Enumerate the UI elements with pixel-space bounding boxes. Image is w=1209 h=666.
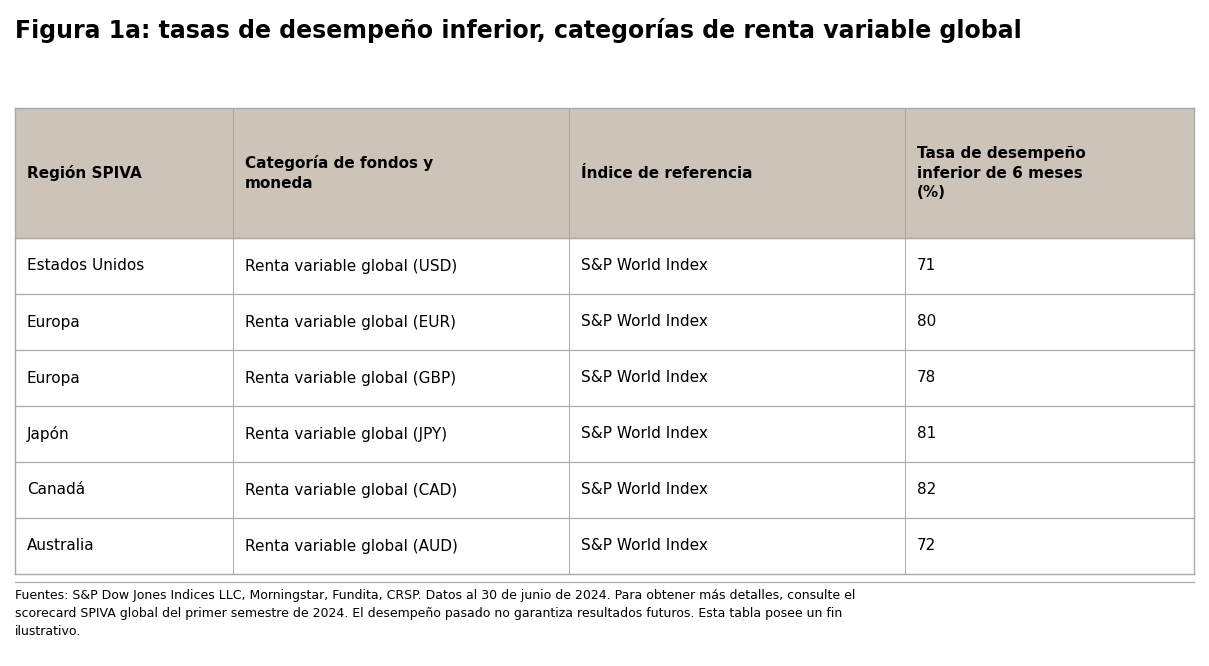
Text: Renta variable global (CAD): Renta variable global (CAD) [245,482,457,498]
Text: Japón: Japón [27,426,70,442]
Bar [15,108,1194,238]
Text: S&P World Index: S&P World Index [582,482,708,498]
Text: S&P World Index: S&P World Index [582,426,708,442]
Text: 80: 80 [918,314,937,330]
Text: 82: 82 [918,482,937,498]
Text: 81: 81 [918,426,937,442]
Text: Fuentes: S&P Dow Jones Indices LLC, Morningstar, Fundita, CRSP. Datos al 30 de j: Fuentes: S&P Dow Jones Indices LLC, Morn… [15,589,856,602]
Text: 78: 78 [918,370,937,386]
Text: Categoría de fondos y
moneda: Categoría de fondos y moneda [245,155,433,190]
Text: S&P World Index: S&P World Index [582,539,708,553]
Text: Figura 1a: tasas de desempeño inferior, categorías de renta variable global: Figura 1a: tasas de desempeño inferior, … [15,18,1022,43]
Text: Renta variable global (GBP): Renta variable global (GBP) [245,370,456,386]
Text: Renta variable global (AUD): Renta variable global (AUD) [245,539,458,553]
Text: 72: 72 [918,539,937,553]
Text: Tasa de desempeño
inferior de 6 meses
(%): Tasa de desempeño inferior de 6 meses (%… [918,147,1086,200]
Text: 71: 71 [918,258,937,274]
Text: Estados Unidos: Estados Unidos [27,258,144,274]
Text: Europa: Europa [27,370,81,386]
Text: Índice de referencia: Índice de referencia [582,165,753,180]
Text: S&P World Index: S&P World Index [582,258,708,274]
Text: Australia: Australia [27,539,94,553]
Text: Región SPIVA: Región SPIVA [27,165,141,181]
Text: scorecard SPIVA global del primer semestre de 2024. El desempeño pasado no garan: scorecard SPIVA global del primer semest… [15,607,843,620]
Text: S&P World Index: S&P World Index [582,314,708,330]
Text: Europa: Europa [27,314,81,330]
Text: ilustrativo.: ilustrativo. [15,625,81,638]
Text: Renta variable global (EUR): Renta variable global (EUR) [245,314,456,330]
Text: Renta variable global (USD): Renta variable global (USD) [245,258,457,274]
Text: Renta variable global (JPY): Renta variable global (JPY) [245,426,447,442]
Text: Canadá: Canadá [27,482,85,498]
Text: S&P World Index: S&P World Index [582,370,708,386]
